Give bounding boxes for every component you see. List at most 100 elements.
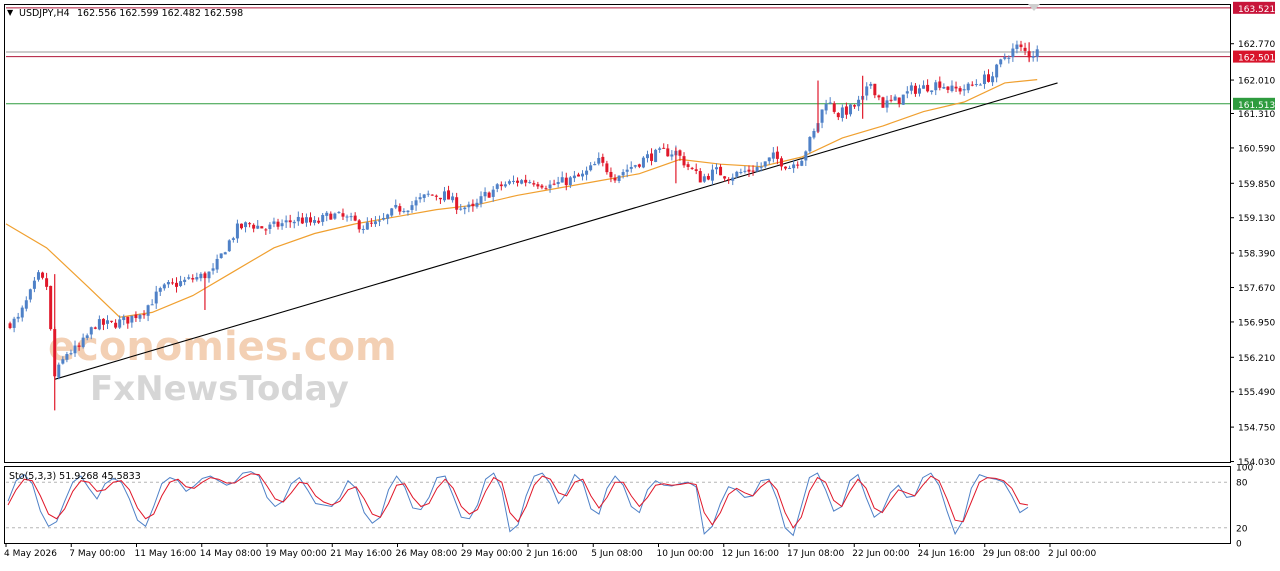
candle-bull bbox=[495, 184, 499, 189]
candle-bull bbox=[394, 204, 398, 208]
level-label-bg-support bbox=[1233, 97, 1275, 110]
candle-bear bbox=[434, 195, 438, 197]
candle-bear bbox=[252, 224, 256, 229]
candle-bull bbox=[333, 213, 337, 219]
moving-average-line bbox=[5, 79, 1038, 318]
candle-bull bbox=[739, 172, 743, 174]
candle-bear bbox=[1023, 47, 1027, 51]
candle-bull bbox=[792, 164, 796, 169]
candle-bull bbox=[28, 289, 32, 300]
candle-bear bbox=[239, 223, 243, 229]
level-label-support: 161.513 bbox=[1238, 101, 1275, 111]
candle-bull bbox=[857, 99, 861, 107]
candle-bear bbox=[723, 176, 727, 179]
candle-bull bbox=[390, 208, 394, 216]
candle-bear bbox=[191, 278, 195, 280]
candle-bull bbox=[321, 214, 325, 222]
candle-bull bbox=[73, 345, 77, 354]
candle-bull bbox=[65, 354, 69, 360]
candle-bull bbox=[211, 268, 215, 271]
candle-bull bbox=[451, 196, 455, 201]
candle-bull bbox=[349, 216, 353, 218]
candle-bull bbox=[597, 157, 601, 164]
candle-bull bbox=[743, 170, 747, 172]
candle-bear bbox=[487, 192, 491, 198]
candle-bull bbox=[199, 273, 203, 279]
candle-bear bbox=[938, 81, 942, 88]
candle-bull bbox=[16, 316, 20, 319]
candle-bear bbox=[946, 86, 950, 90]
candle-bear bbox=[398, 206, 402, 212]
candle-bull bbox=[560, 177, 564, 183]
candle-bull bbox=[848, 104, 852, 115]
candle-bull bbox=[568, 177, 572, 185]
candle-bull bbox=[313, 220, 317, 223]
candle-bull bbox=[585, 170, 589, 175]
time-tick-label: 14 May 08:00 bbox=[200, 549, 262, 559]
candle-bull bbox=[865, 86, 869, 96]
candle-bull bbox=[710, 169, 714, 181]
candle-bull bbox=[158, 288, 162, 292]
candle-bull bbox=[483, 191, 487, 197]
candle-bull bbox=[337, 212, 341, 214]
candle-bear bbox=[353, 215, 357, 221]
price-tick-label: 162.770 bbox=[1238, 40, 1275, 50]
candle-bull bbox=[475, 202, 479, 207]
candle-bull bbox=[702, 176, 706, 182]
candle-bull bbox=[950, 85, 954, 92]
candle-bull bbox=[272, 221, 276, 224]
candle-bull bbox=[154, 291, 158, 304]
candle-bull bbox=[633, 165, 637, 167]
candle-bull bbox=[812, 131, 816, 138]
candle-bull bbox=[280, 223, 284, 227]
stoch-tick-label: 0 bbox=[1236, 540, 1242, 550]
candle-bull bbox=[528, 182, 532, 184]
candle-bear bbox=[613, 177, 617, 181]
candle-bull bbox=[885, 100, 889, 108]
candle-bear bbox=[987, 74, 991, 82]
candle-bull bbox=[589, 165, 593, 171]
candle-bull bbox=[89, 327, 93, 335]
candle-bull bbox=[512, 180, 515, 182]
candle-bull bbox=[982, 74, 986, 85]
stochastic-plot-area bbox=[6, 471, 1230, 537]
candle-bull bbox=[378, 220, 382, 222]
dropdown-arrow-icon[interactable]: ▼ bbox=[7, 8, 14, 17]
candle-bear bbox=[329, 213, 333, 220]
candle-bear bbox=[747, 169, 751, 172]
candle-bear bbox=[650, 153, 654, 161]
time-tick-label: 11 May 16:00 bbox=[135, 549, 197, 559]
time-tick-label: 17 Jun 08:00 bbox=[787, 549, 844, 559]
candle-bull bbox=[463, 207, 467, 210]
candle-bull bbox=[1011, 48, 1015, 58]
shift-marker-icon[interactable] bbox=[1028, 4, 1040, 11]
candle-bull bbox=[215, 258, 219, 270]
candle-bear bbox=[836, 113, 840, 118]
candle-bull bbox=[106, 320, 109, 324]
candle-bull bbox=[292, 221, 296, 224]
candle-bull bbox=[840, 107, 844, 118]
candle-bull bbox=[162, 284, 166, 289]
candle-bull bbox=[978, 84, 982, 86]
candle-bull bbox=[459, 208, 463, 210]
price-tick-label: 157.670 bbox=[1238, 284, 1275, 294]
candle-bull bbox=[629, 166, 633, 169]
candle-bear bbox=[45, 278, 49, 287]
candle-bull bbox=[57, 364, 61, 378]
candle-bear bbox=[300, 217, 304, 224]
level-label-bg-resistance bbox=[1233, 1, 1275, 14]
candle-bull bbox=[195, 277, 199, 280]
price-tick-label: 154.030 bbox=[1238, 458, 1275, 468]
price-tick-label: 158.390 bbox=[1238, 250, 1275, 260]
level-label-bg-current bbox=[1233, 50, 1275, 63]
candle-bear bbox=[853, 105, 857, 107]
candle-bear bbox=[110, 320, 114, 322]
candle-bear bbox=[357, 220, 361, 230]
level-label-current: 162.501 bbox=[1238, 54, 1275, 64]
candle-bull bbox=[625, 169, 629, 172]
candle-bear bbox=[605, 163, 609, 173]
candle-bear bbox=[93, 327, 97, 329]
price-tick-label: 161.310 bbox=[1238, 110, 1275, 120]
